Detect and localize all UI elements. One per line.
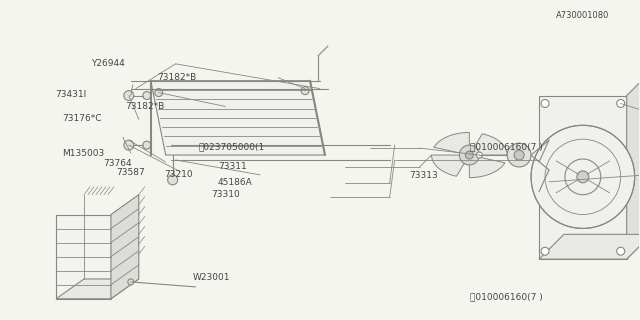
Circle shape [465,151,474,159]
Polygon shape [469,157,505,178]
Text: 45186A: 45186A [218,178,253,187]
Circle shape [546,167,552,173]
Circle shape [541,247,549,255]
Circle shape [541,100,549,108]
Text: 73182*B: 73182*B [157,73,196,82]
Polygon shape [56,214,111,299]
Circle shape [124,91,134,100]
Circle shape [124,140,134,150]
Text: 73176*C: 73176*C [62,114,101,123]
Circle shape [168,175,178,185]
Circle shape [577,171,589,183]
Circle shape [155,89,163,97]
Text: 73313: 73313 [409,172,438,180]
Text: 73764: 73764 [103,159,132,168]
Text: Ⓝ023705000(1: Ⓝ023705000(1 [199,143,265,152]
Polygon shape [627,71,640,259]
Polygon shape [151,81,325,155]
Circle shape [301,87,309,95]
Text: 73311: 73311 [218,162,247,171]
Text: 73210: 73210 [164,170,193,179]
Text: Ⓝ010006160(7 ): Ⓝ010006160(7 ) [470,143,543,152]
Circle shape [617,100,625,108]
Text: 73587: 73587 [116,168,145,177]
Circle shape [617,247,625,255]
Polygon shape [539,234,640,259]
Circle shape [460,145,479,165]
Circle shape [143,92,151,100]
Circle shape [531,125,635,228]
Polygon shape [434,132,469,153]
Text: Y26944: Y26944 [91,59,124,68]
Circle shape [546,137,552,143]
Text: Ⓝ010006160(7 ): Ⓝ010006160(7 ) [470,292,543,301]
Text: W23001: W23001 [193,273,230,282]
Polygon shape [56,279,139,299]
Circle shape [514,150,524,160]
Polygon shape [431,155,466,176]
Text: A730001080: A730001080 [556,11,609,20]
Text: 73182*B: 73182*B [125,101,165,111]
Text: M135003: M135003 [62,149,104,158]
Bar [539,96,627,259]
Polygon shape [111,195,139,299]
Text: 73431I: 73431I [56,91,87,100]
Polygon shape [473,134,507,155]
Circle shape [476,152,483,158]
Circle shape [143,141,151,149]
Circle shape [128,279,134,285]
Text: 73310: 73310 [212,190,241,199]
Circle shape [507,143,531,167]
